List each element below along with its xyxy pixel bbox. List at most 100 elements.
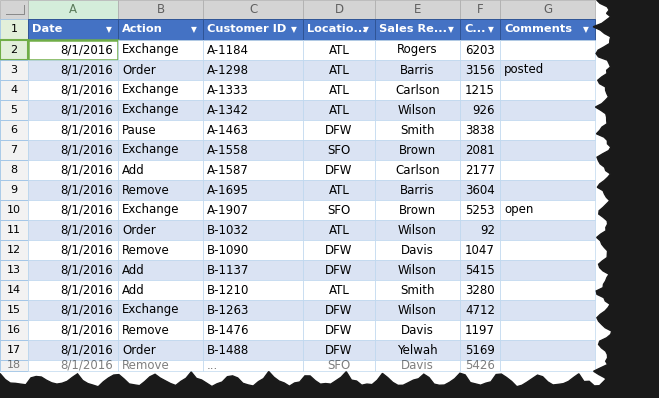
Bar: [0, 80, 28, 100]
Bar: [0, 100, 28, 120]
Bar: [375, 140, 460, 160]
Bar: [500, 240, 595, 260]
Text: SFO: SFO: [328, 144, 351, 156]
Text: Order: Order: [122, 64, 156, 76]
Text: 8/1/2016: 8/1/2016: [60, 283, 113, 297]
Bar: [118, 280, 203, 300]
Bar: [460, 100, 500, 120]
Bar: [118, 160, 203, 180]
Text: 8/1/2016: 8/1/2016: [60, 343, 113, 357]
Text: Davis: Davis: [401, 359, 434, 372]
Text: A-1184: A-1184: [207, 43, 249, 57]
Text: Comments: Comments: [504, 25, 572, 35]
Text: Customer ID: Customer ID: [207, 25, 287, 35]
Text: Carlson: Carlson: [395, 164, 440, 176]
Text: Wilson: Wilson: [398, 224, 437, 236]
Text: Exchange: Exchange: [122, 144, 179, 156]
Text: 8/1/2016: 8/1/2016: [60, 123, 113, 137]
Bar: [500, 200, 595, 220]
Text: 8/1/2016: 8/1/2016: [60, 164, 113, 176]
Text: 16: 16: [7, 325, 21, 335]
Text: ATL: ATL: [329, 43, 349, 57]
Text: ▼: ▼: [583, 25, 589, 34]
Text: 5: 5: [11, 105, 18, 115]
Bar: [460, 60, 500, 80]
Text: Wilson: Wilson: [398, 304, 437, 316]
Bar: [460, 160, 500, 180]
Bar: [118, 340, 203, 360]
Text: 8/1/2016: 8/1/2016: [60, 224, 113, 236]
Text: SFO: SFO: [328, 359, 351, 372]
Bar: [118, 200, 203, 220]
Text: Exchange: Exchange: [122, 304, 179, 316]
Text: Remove: Remove: [122, 244, 170, 256]
Text: Order: Order: [122, 343, 156, 357]
Bar: [118, 320, 203, 340]
Text: B-1090: B-1090: [207, 244, 249, 256]
Text: B-1137: B-1137: [207, 263, 249, 277]
Bar: [500, 280, 595, 300]
Bar: [118, 300, 203, 320]
Bar: [0, 360, 28, 371]
Text: Exchange: Exchange: [122, 103, 179, 117]
Bar: [500, 60, 595, 80]
Bar: [203, 100, 303, 120]
Bar: [375, 40, 460, 60]
Bar: [303, 19, 375, 40]
Bar: [203, 280, 303, 300]
Bar: [203, 120, 303, 140]
Bar: [118, 260, 203, 280]
Bar: [303, 240, 375, 260]
Bar: [460, 220, 500, 240]
Bar: [28, 140, 118, 160]
Bar: [375, 280, 460, 300]
Bar: [303, 260, 375, 280]
Bar: [375, 80, 460, 100]
Bar: [203, 19, 303, 40]
Text: 926: 926: [473, 103, 495, 117]
Bar: [28, 280, 118, 300]
Bar: [28, 220, 118, 240]
Text: Rogers: Rogers: [397, 43, 438, 57]
Text: 5253: 5253: [465, 203, 495, 217]
Bar: [460, 80, 500, 100]
Text: ATL: ATL: [329, 103, 349, 117]
Bar: [118, 240, 203, 260]
Bar: [0, 300, 28, 320]
Bar: [0, 120, 28, 140]
Bar: [28, 160, 118, 180]
Bar: [0, 40, 28, 60]
Bar: [460, 260, 500, 280]
Text: A: A: [69, 3, 77, 16]
Bar: [118, 140, 203, 160]
Polygon shape: [593, 0, 659, 398]
Text: A-1587: A-1587: [207, 164, 249, 176]
Bar: [500, 100, 595, 120]
Bar: [303, 60, 375, 80]
Bar: [375, 120, 460, 140]
Text: A-1907: A-1907: [207, 203, 249, 217]
Text: 8/1/2016: 8/1/2016: [60, 43, 113, 57]
Text: A-1333: A-1333: [207, 84, 248, 96]
Text: open: open: [504, 203, 533, 217]
Bar: [460, 240, 500, 260]
Text: Locatio...: Locatio...: [307, 25, 366, 35]
Text: ▼: ▼: [363, 25, 369, 34]
Text: 2177: 2177: [465, 164, 495, 176]
Bar: [375, 360, 460, 371]
Text: Barris: Barris: [400, 183, 435, 197]
Bar: [460, 180, 500, 200]
Text: B-1488: B-1488: [207, 343, 249, 357]
Text: Brown: Brown: [399, 203, 436, 217]
Text: 5415: 5415: [465, 263, 495, 277]
Text: Exchange: Exchange: [122, 84, 179, 96]
Bar: [375, 260, 460, 280]
Text: 1197: 1197: [465, 324, 495, 336]
Text: B: B: [156, 3, 165, 16]
Bar: [118, 0, 203, 19]
Bar: [203, 220, 303, 240]
Bar: [303, 100, 375, 120]
Bar: [303, 0, 375, 19]
Bar: [28, 240, 118, 260]
Bar: [203, 180, 303, 200]
